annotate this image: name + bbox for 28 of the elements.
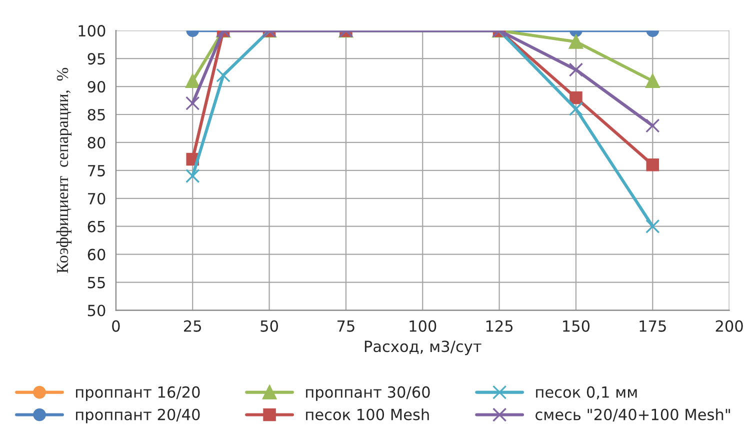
y-tick-label: 65 <box>88 220 105 232</box>
y-tick-label: 100 <box>78 25 106 37</box>
legend-label: смесь "20/40+100 Mesh" <box>536 408 730 422</box>
x-axis-title: Расход, м3/сут <box>364 340 482 356</box>
legend-label: песок 0,1 мм <box>536 386 637 400</box>
legend-label: проппант 16/20 <box>76 386 200 401</box>
x-tick-label: 25 <box>184 320 201 332</box>
y-tick-label: 80 <box>88 136 106 148</box>
x-tick-label: 125 <box>486 320 513 332</box>
y-axis-title: Коэффициент сепарации, % <box>56 68 72 274</box>
x-tick-label: 75 <box>337 320 354 332</box>
x-tick-label: 175 <box>640 320 666 332</box>
y-tick-label: 95 <box>88 53 105 65</box>
y-tick-label: 90 <box>88 80 106 93</box>
legend-label: проппант 30/60 <box>306 386 430 401</box>
legend-label: песок 100 Mesh <box>306 408 429 420</box>
y-tick-label: 70 <box>88 192 106 204</box>
y-tick-label: 60 <box>88 248 106 260</box>
x-tick-label: 200 <box>716 320 743 332</box>
x-tick-label: 0 <box>112 320 120 332</box>
x-tick-label: 100 <box>410 320 436 332</box>
x-tick-label: 150 <box>563 320 590 332</box>
legend-label: проппант 20/40 <box>76 408 200 424</box>
y-tick-label: 75 <box>88 165 105 176</box>
x-tick-label: 50 <box>260 320 278 332</box>
y-tick-label: 55 <box>88 276 105 288</box>
y-tick-label: 85 <box>88 108 105 121</box>
y-tick-label: 50 <box>88 304 106 316</box>
